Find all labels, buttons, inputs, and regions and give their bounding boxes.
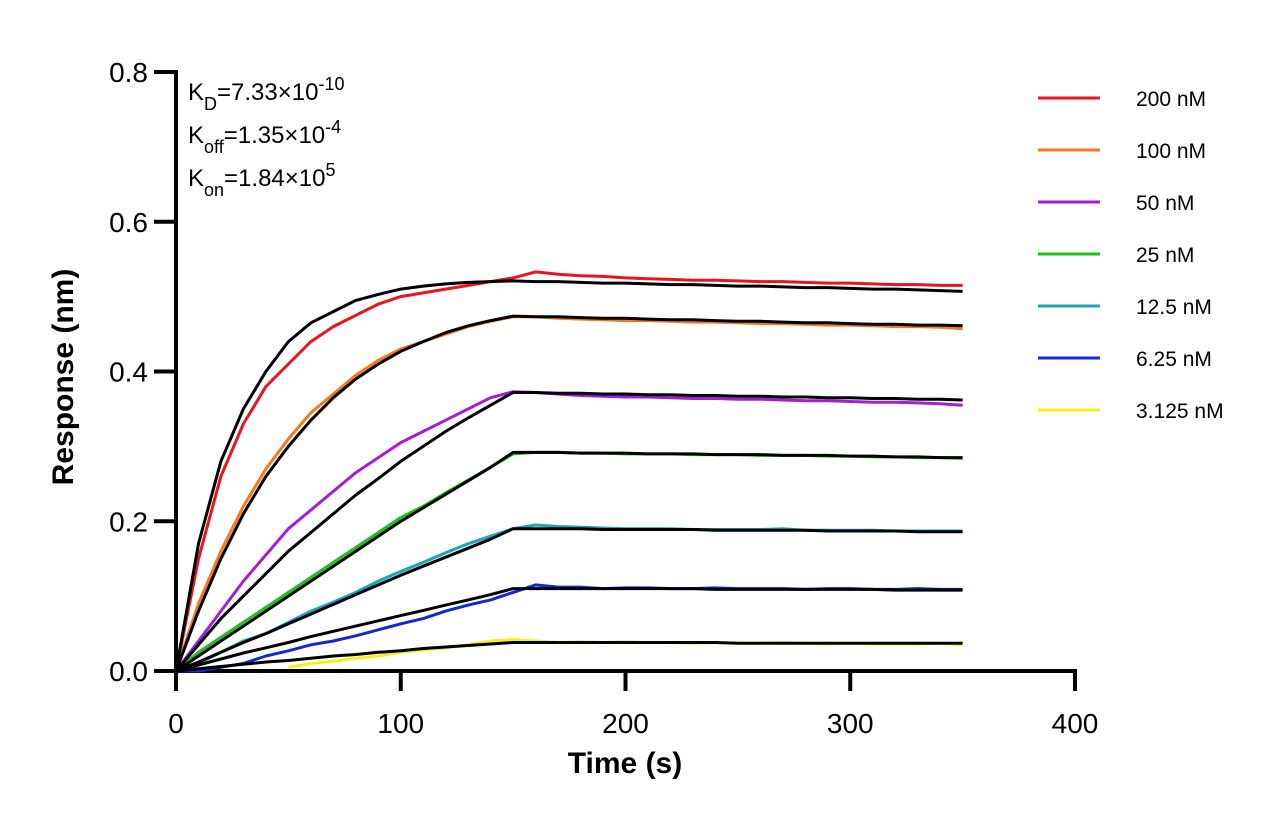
x-tick-label: 200: [602, 708, 649, 739]
x-tick-label: 400: [1052, 708, 1099, 739]
annotation: Kon=1.84×105: [188, 160, 336, 200]
legend-label: 12.5 nM: [1136, 296, 1212, 319]
annotation-sub: on: [204, 180, 224, 200]
fit-line: [174, 279, 963, 672]
annotation-sup: -10: [318, 74, 344, 94]
annotation-sup: -4: [325, 117, 341, 137]
x-tick-label: 300: [827, 708, 874, 739]
y-tick-label: 0.8: [109, 57, 148, 88]
y-tick-label: 0.4: [109, 357, 148, 388]
fit-line: [175, 587, 963, 673]
annotation-main: K: [188, 165, 204, 192]
annotation: KD=7.33×10-10: [188, 74, 344, 114]
annotation-text: =1.84×10: [224, 165, 325, 192]
x-tick-label: 0: [168, 708, 184, 739]
legend-label: 100 nM: [1136, 140, 1206, 163]
legend-label: 3.125 nM: [1136, 400, 1224, 423]
annotation-sup: 5: [325, 160, 335, 180]
fit-line: [175, 450, 963, 673]
fit-line: [175, 527, 963, 673]
data-line: [174, 270, 963, 672]
annotation-text: =1.35×10: [224, 122, 325, 149]
legend-label: 50 nM: [1136, 192, 1194, 215]
legend-label: 6.25 nM: [1136, 348, 1212, 371]
y-tick-label: 0.6: [109, 207, 148, 238]
annotation-main: K: [188, 122, 204, 149]
annotation: Koff=1.35×10-4: [188, 117, 341, 157]
legend-label: 25 nM: [1136, 244, 1194, 267]
fit-line: [175, 641, 963, 673]
annotation-sub: D: [204, 94, 217, 114]
data-line: [174, 390, 963, 672]
annotation-sub: off: [204, 137, 225, 157]
data-line: [175, 450, 963, 673]
y-tick-label: 0.2: [109, 506, 148, 537]
x-tick-label: 100: [377, 708, 424, 739]
legend-label: 200 nM: [1136, 88, 1206, 111]
annotation-main: K: [188, 79, 204, 106]
y-tick-label: 0.0: [109, 656, 148, 687]
fit-line: [174, 314, 963, 672]
fit-line: [174, 391, 963, 672]
y-axis-title: Response (nm): [47, 269, 80, 486]
annotation-text: =7.33×10: [217, 79, 318, 106]
x-axis-title: Time (s): [568, 747, 682, 780]
data-line: [176, 583, 963, 673]
